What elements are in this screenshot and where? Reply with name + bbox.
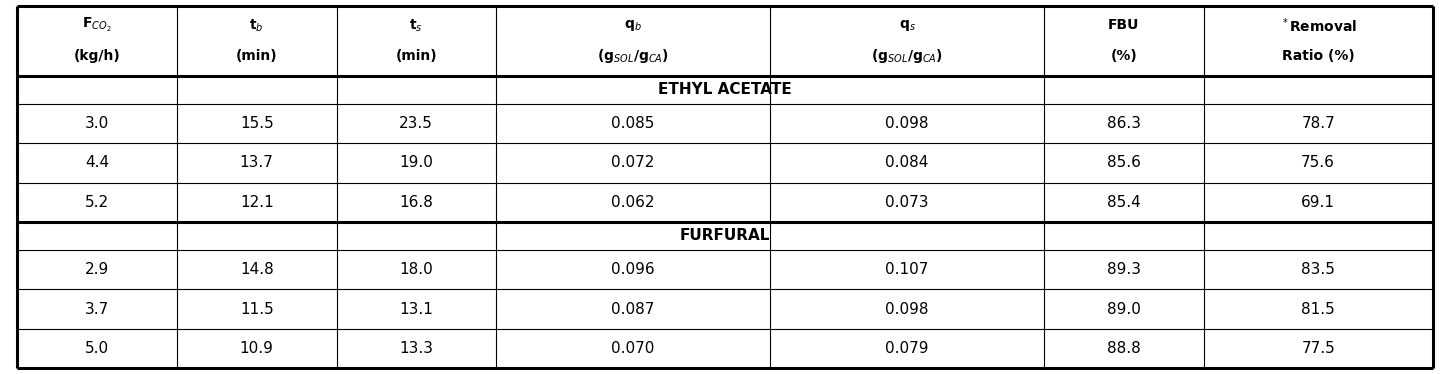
Text: 77.5: 77.5: [1301, 341, 1335, 356]
Text: 5.0: 5.0: [86, 341, 109, 356]
Text: t$_s$: t$_s$: [409, 17, 423, 34]
Text: 0.096: 0.096: [612, 262, 655, 277]
Text: 0.072: 0.072: [612, 155, 655, 171]
Text: FBU: FBU: [1108, 18, 1140, 32]
Text: 89.3: 89.3: [1106, 262, 1141, 277]
Text: 5.2: 5.2: [86, 195, 109, 210]
Text: 2.9: 2.9: [86, 262, 109, 277]
Text: 12.1: 12.1: [239, 195, 274, 210]
Text: 0.087: 0.087: [612, 301, 655, 316]
Text: 13.1: 13.1: [399, 301, 434, 316]
Text: (min): (min): [236, 49, 277, 63]
Text: 14.8: 14.8: [239, 262, 274, 277]
Text: 75.6: 75.6: [1301, 155, 1335, 171]
Text: 78.7: 78.7: [1301, 116, 1335, 131]
Text: $^*$Removal: $^*$Removal: [1279, 16, 1357, 35]
Text: F$_{CO_2}$: F$_{CO_2}$: [83, 16, 112, 34]
Text: (kg/h): (kg/h): [74, 49, 120, 63]
Text: (min): (min): [396, 49, 436, 63]
Text: q$_b$: q$_b$: [624, 18, 642, 33]
Text: 13.3: 13.3: [399, 341, 434, 356]
Text: 3.0: 3.0: [86, 116, 109, 131]
Text: 19.0: 19.0: [399, 155, 434, 171]
Text: 69.1: 69.1: [1301, 195, 1335, 210]
Text: 13.7: 13.7: [239, 155, 274, 171]
Text: 10.9: 10.9: [239, 341, 274, 356]
Text: 83.5: 83.5: [1301, 262, 1335, 277]
Text: 85.6: 85.6: [1106, 155, 1141, 171]
Text: 81.5: 81.5: [1301, 301, 1335, 316]
Text: ETHYL ACETATE: ETHYL ACETATE: [658, 82, 792, 97]
Text: 11.5: 11.5: [239, 301, 274, 316]
Text: 4.4: 4.4: [86, 155, 109, 171]
Text: (g$_{SOL}$/g$_{CA}$): (g$_{SOL}$/g$_{CA}$): [597, 47, 668, 65]
Text: 89.0: 89.0: [1106, 301, 1141, 316]
Text: 0.070: 0.070: [612, 341, 655, 356]
Text: 88.8: 88.8: [1106, 341, 1141, 356]
Text: 0.073: 0.073: [886, 195, 929, 210]
Text: (%): (%): [1111, 49, 1137, 63]
Text: 85.4: 85.4: [1106, 195, 1141, 210]
Text: FURFURAL: FURFURAL: [680, 229, 770, 243]
Text: 86.3: 86.3: [1106, 116, 1141, 131]
Text: 16.8: 16.8: [399, 195, 434, 210]
Text: 0.085: 0.085: [612, 116, 655, 131]
Text: 0.079: 0.079: [886, 341, 929, 356]
Text: q$_s$: q$_s$: [899, 18, 915, 33]
Text: 23.5: 23.5: [399, 116, 434, 131]
Text: 0.098: 0.098: [886, 301, 929, 316]
Text: 0.084: 0.084: [886, 155, 929, 171]
Text: 18.0: 18.0: [399, 262, 434, 277]
Text: 3.7: 3.7: [86, 301, 109, 316]
Text: (g$_{SOL}$/g$_{CA}$): (g$_{SOL}$/g$_{CA}$): [871, 47, 942, 65]
Text: 0.107: 0.107: [886, 262, 929, 277]
Text: Ratio (%): Ratio (%): [1282, 49, 1354, 63]
Text: 15.5: 15.5: [239, 116, 274, 131]
Text: 0.098: 0.098: [886, 116, 929, 131]
Text: 0.062: 0.062: [612, 195, 655, 210]
Text: t$_b$: t$_b$: [249, 17, 264, 34]
